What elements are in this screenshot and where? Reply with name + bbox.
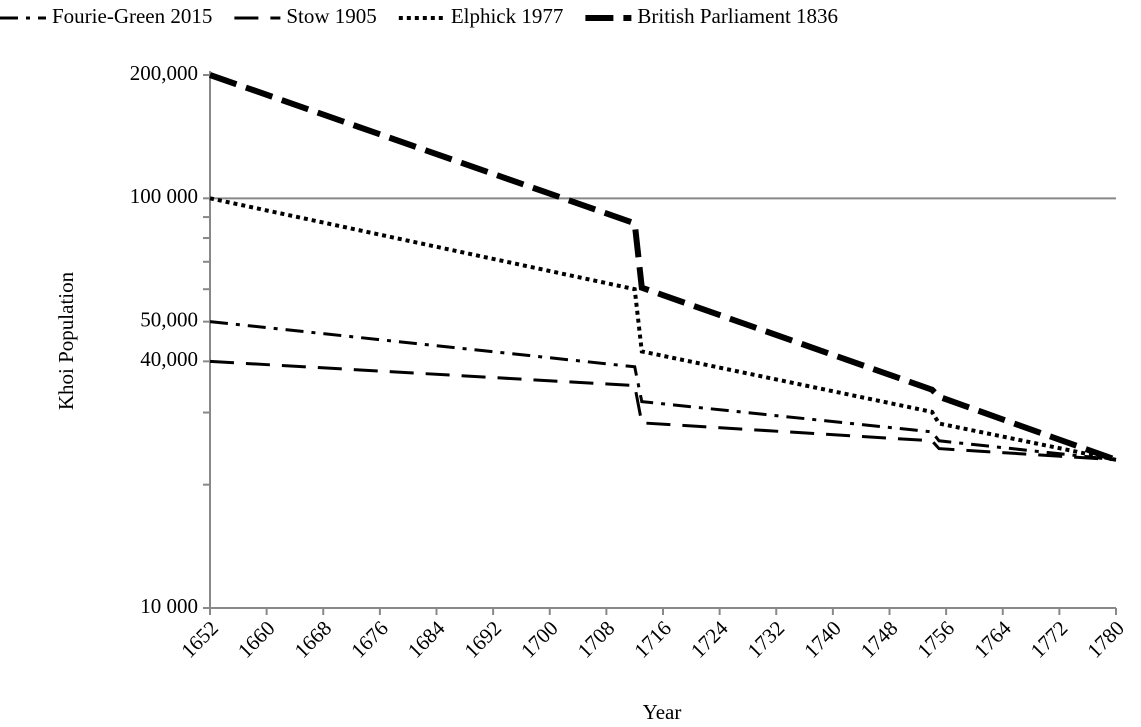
x-tick-label: 1668 bbox=[290, 616, 337, 663]
y-tick-label: 50,000 bbox=[140, 307, 198, 331]
line-series bbox=[209, 320, 1117, 462]
x-tick-label: 1772 bbox=[1026, 616, 1073, 663]
y-tick-label: 10 000 bbox=[140, 594, 198, 618]
x-axis-label: Year bbox=[643, 700, 682, 724]
legend-label: Fourie-Green 2015 bbox=[52, 4, 212, 28]
y-tick-label: 200,000 bbox=[130, 61, 198, 85]
x-tick-label: 1732 bbox=[743, 616, 790, 663]
x-tick-label: 1708 bbox=[573, 616, 620, 663]
x-tick-label: 1764 bbox=[969, 616, 1016, 663]
legend-label: British Parliament 1836 bbox=[637, 4, 838, 28]
line-series bbox=[209, 72, 1118, 463]
legend-label: Elphick 1977 bbox=[451, 4, 564, 28]
x-tick-label: 1716 bbox=[629, 616, 676, 663]
x-tick-label: 1740 bbox=[799, 616, 846, 663]
y-tick-label: 40,000 bbox=[140, 347, 198, 371]
x-tick-label: 1676 bbox=[346, 616, 393, 663]
legend-label: Stow 1905 bbox=[286, 4, 376, 28]
x-tick-label: 1660 bbox=[233, 616, 280, 663]
x-tick-label: 1652 bbox=[176, 616, 223, 663]
y-axis-label: Khoi Population bbox=[54, 271, 78, 410]
line-series bbox=[209, 196, 1117, 462]
x-tick-label: 1756 bbox=[912, 616, 959, 663]
x-tick-label: 1684 bbox=[403, 616, 450, 663]
y-tick-label: 100 000 bbox=[130, 184, 198, 208]
line-series bbox=[209, 359, 1117, 462]
x-tick-label: 1724 bbox=[686, 616, 733, 663]
x-tick-label: 1692 bbox=[459, 616, 506, 663]
x-tick-label: 1700 bbox=[516, 616, 563, 663]
x-tick-label: 1780 bbox=[1082, 616, 1129, 663]
x-tick-label: 1748 bbox=[856, 616, 903, 663]
